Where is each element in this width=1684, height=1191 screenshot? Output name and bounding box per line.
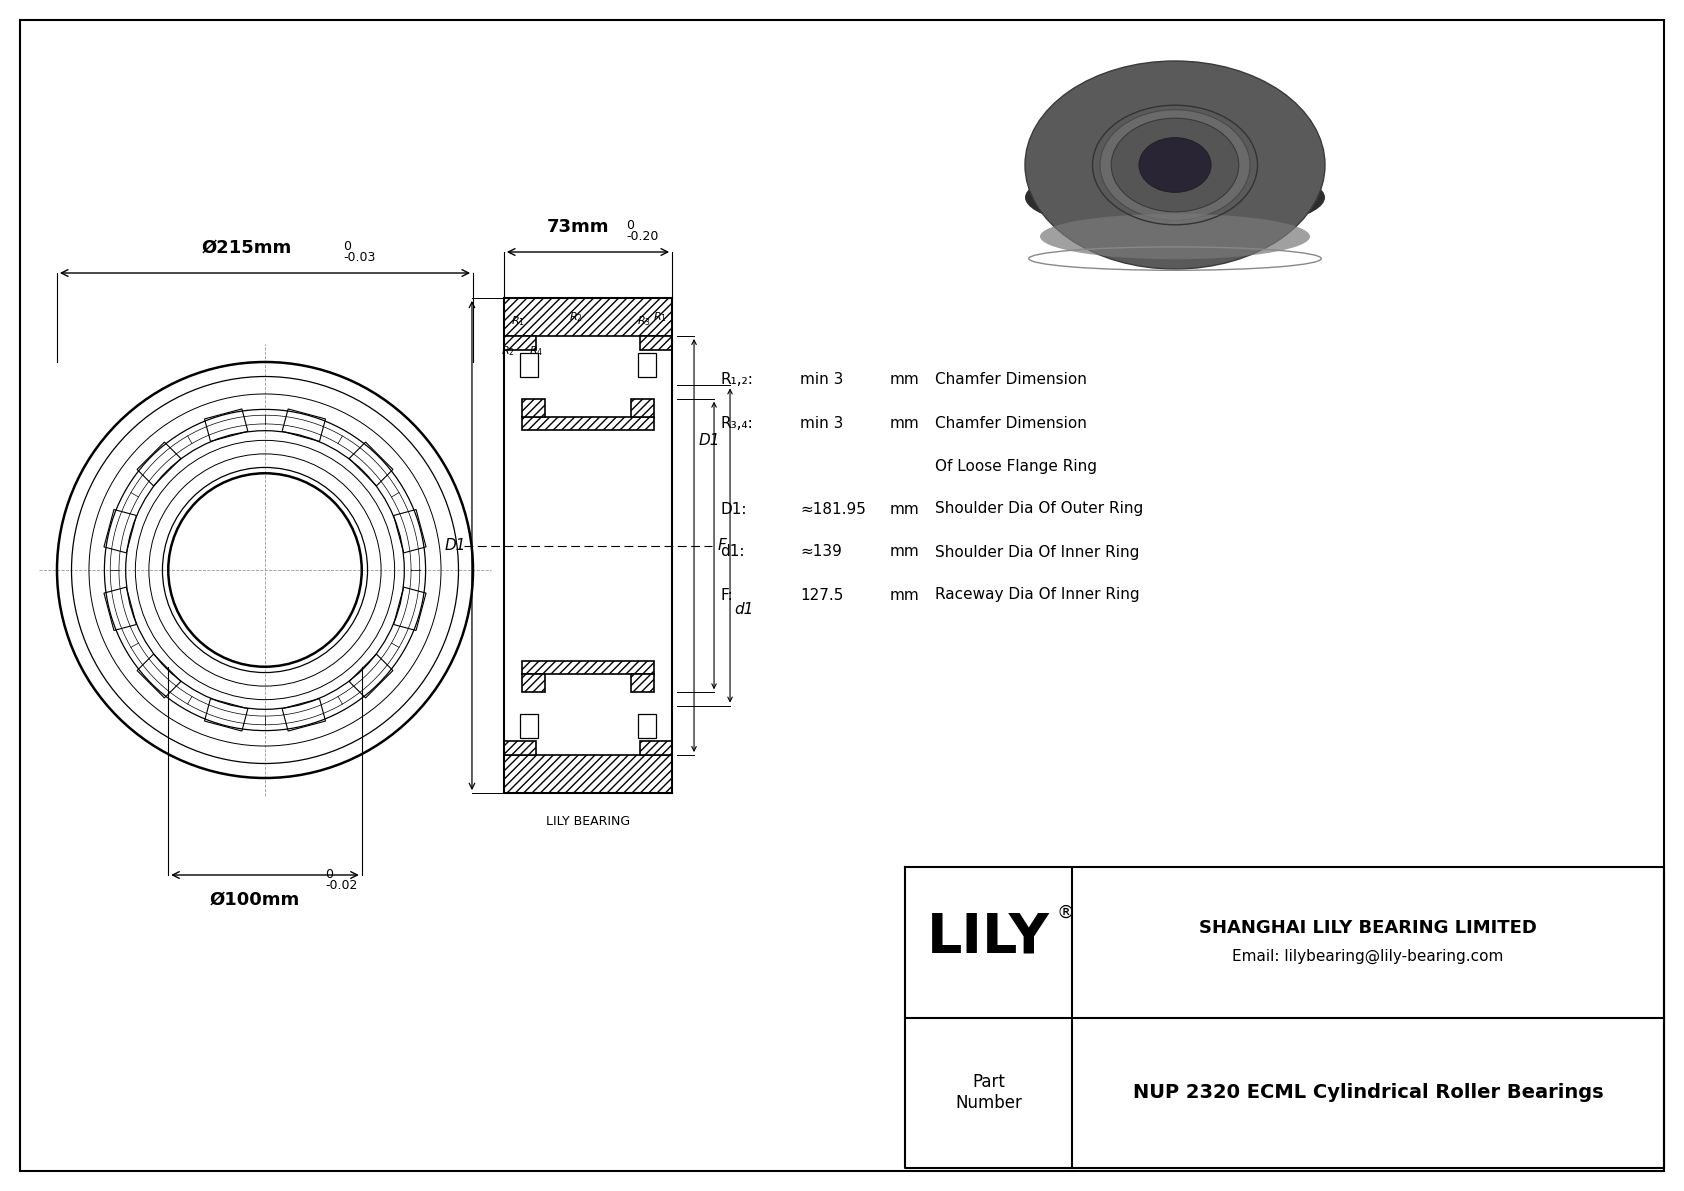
Ellipse shape <box>1041 213 1310 260</box>
Text: $R_4$: $R_4$ <box>529 344 544 357</box>
Bar <box>504 298 672 336</box>
Bar <box>630 674 653 692</box>
Text: 73mm: 73mm <box>547 218 610 236</box>
Text: -0.02: -0.02 <box>325 879 357 892</box>
Text: $R_1$: $R_1$ <box>653 310 667 324</box>
Text: ®: ® <box>1056 903 1074 922</box>
Text: Shoulder Dia Of Inner Ring: Shoulder Dia Of Inner Ring <box>935 544 1140 560</box>
Bar <box>520 353 539 376</box>
Bar <box>640 741 672 755</box>
Text: Shoulder Dia Of Outer Ring: Shoulder Dia Of Outer Ring <box>935 501 1143 517</box>
Bar <box>640 336 672 350</box>
Bar <box>504 336 536 350</box>
Bar <box>522 674 546 692</box>
Text: $R_1$: $R_1$ <box>510 314 525 328</box>
Text: ≈139: ≈139 <box>800 544 842 560</box>
Text: F: F <box>717 538 727 553</box>
Bar <box>504 755 672 793</box>
Text: R₃,₄:: R₃,₄: <box>721 416 753 430</box>
Text: 127.5: 127.5 <box>800 587 844 603</box>
Bar <box>520 715 539 738</box>
Text: 0: 0 <box>344 241 350 252</box>
Text: Email: lilybearing@lily-bearing.com: Email: lilybearing@lily-bearing.com <box>1233 949 1504 964</box>
Bar <box>522 661 653 674</box>
Text: mm: mm <box>891 373 919 387</box>
Text: 0: 0 <box>626 219 633 232</box>
Text: LILY BEARING: LILY BEARING <box>546 815 630 828</box>
Text: Raceway Dia Of Inner Ring: Raceway Dia Of Inner Ring <box>935 587 1140 603</box>
Text: $R_3$: $R_3$ <box>637 314 650 328</box>
Text: LILY: LILY <box>928 910 1049 965</box>
Text: Ø215mm: Ø215mm <box>202 239 291 257</box>
Text: F:: F: <box>721 587 733 603</box>
Text: -0.20: -0.20 <box>626 230 658 243</box>
Text: mm: mm <box>891 587 919 603</box>
Text: -0.03: -0.03 <box>344 251 376 264</box>
Text: D1: D1 <box>445 538 466 553</box>
Text: Part
Number: Part Number <box>955 1073 1022 1112</box>
Bar <box>504 741 536 755</box>
Text: $R_2$: $R_2$ <box>502 344 515 357</box>
Ellipse shape <box>1026 162 1325 233</box>
Text: 0: 0 <box>325 868 333 881</box>
Text: Chamfer Dimension: Chamfer Dimension <box>935 416 1086 430</box>
Bar <box>522 417 653 430</box>
Text: Chamfer Dimension: Chamfer Dimension <box>935 373 1086 387</box>
Text: R₁,₂:: R₁,₂: <box>721 373 753 387</box>
Text: Of Loose Flange Ring: Of Loose Flange Ring <box>935 459 1096 474</box>
Text: NUP 2320 ECML Cylindrical Roller Bearings: NUP 2320 ECML Cylindrical Roller Bearing… <box>1133 1084 1603 1102</box>
Bar <box>638 715 655 738</box>
Text: mm: mm <box>891 544 919 560</box>
Text: SHANGHAI LILY BEARING LIMITED: SHANGHAI LILY BEARING LIMITED <box>1199 919 1537 937</box>
Text: $R_2$: $R_2$ <box>569 310 583 324</box>
Bar <box>630 399 653 417</box>
Text: ≈181.95: ≈181.95 <box>800 501 866 517</box>
Ellipse shape <box>1138 138 1211 192</box>
Text: mm: mm <box>891 501 919 517</box>
Bar <box>638 353 655 376</box>
Text: Ø100mm: Ø100mm <box>210 891 300 909</box>
Ellipse shape <box>1100 110 1250 220</box>
Text: d1:: d1: <box>721 544 744 560</box>
Text: min 3: min 3 <box>800 416 844 430</box>
Bar <box>522 399 546 417</box>
Ellipse shape <box>1026 61 1325 269</box>
Text: D1: D1 <box>699 434 721 448</box>
Text: D1:: D1: <box>721 501 746 517</box>
Ellipse shape <box>1111 118 1239 212</box>
Text: mm: mm <box>891 416 919 430</box>
Text: min 3: min 3 <box>800 373 844 387</box>
Text: d1: d1 <box>734 601 753 617</box>
